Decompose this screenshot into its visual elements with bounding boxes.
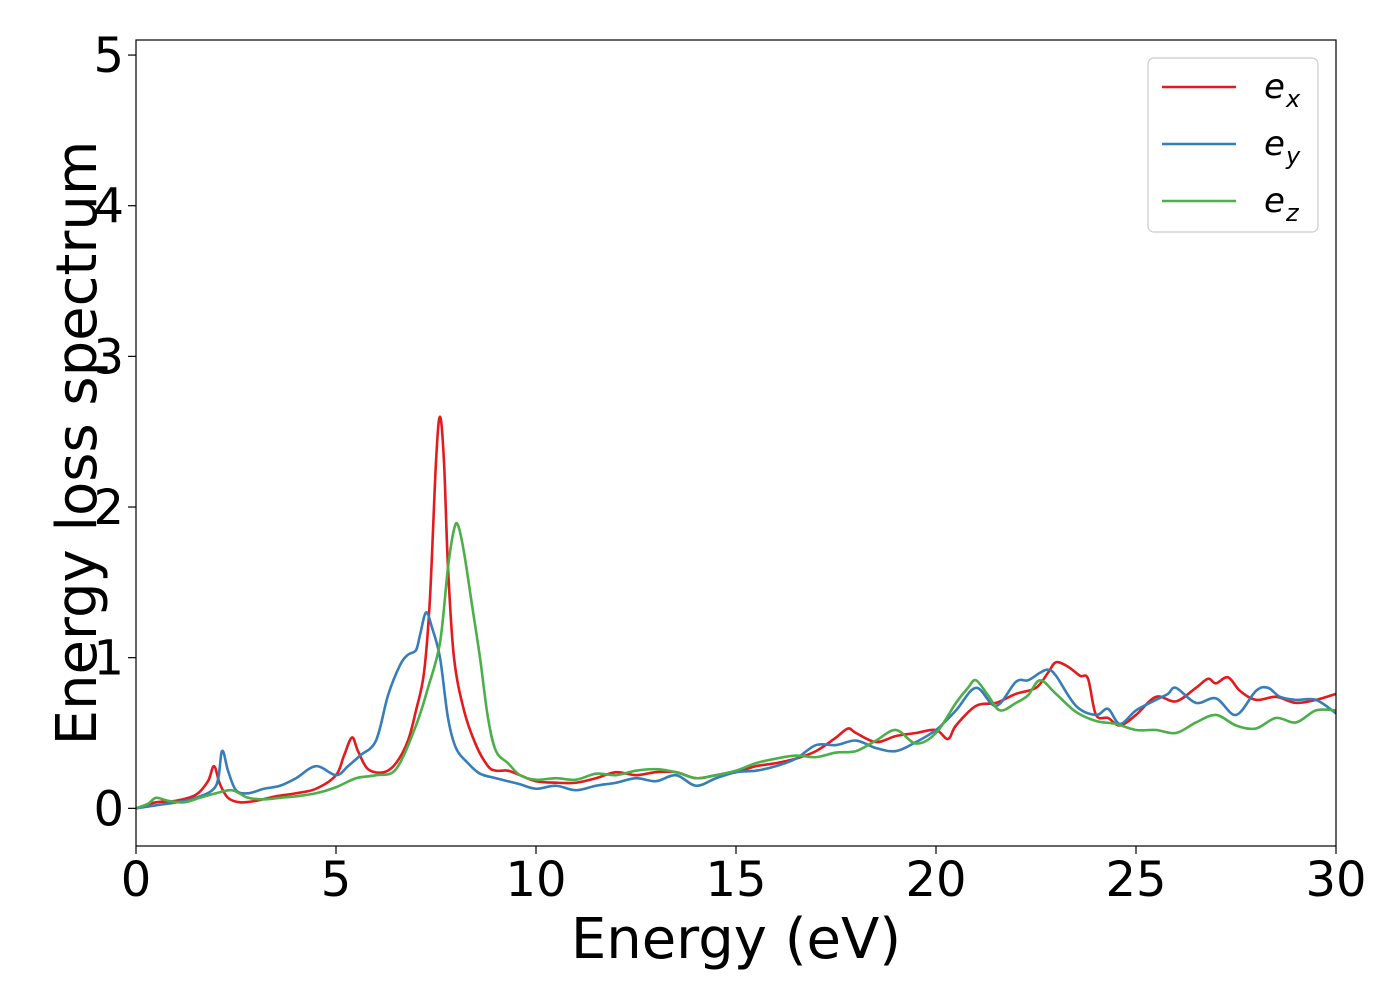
x-tick-label: 10 (505, 852, 566, 908)
y-tick-label: 0 (93, 781, 124, 837)
series-line-y (135, 611, 1337, 810)
series-line-x (135, 415, 1337, 810)
legend-label-x: e (1264, 67, 1285, 107)
series-line-z (135, 521, 1337, 810)
y-tick-label: 3 (93, 329, 124, 385)
legend-label-y: e (1264, 124, 1285, 164)
x-tick-label: 15 (705, 852, 766, 908)
y-axis-label: Energy loss spectrum (45, 141, 110, 746)
legend-subscript-z: z (1285, 199, 1300, 227)
x-axis-ticks: 0 5 10 15 20 25 30 (121, 846, 1367, 908)
y-tick-label: 2 (93, 480, 124, 536)
y-tick-label: 4 (93, 179, 124, 235)
legend-subscript-x: x (1285, 85, 1301, 113)
legend-label-z: e (1264, 181, 1285, 221)
legend: e xe ye z (1147, 57, 1319, 233)
x-tick-label: 0 (121, 852, 152, 908)
x-tick-label: 25 (1105, 852, 1166, 908)
y-tick-label: 1 (93, 631, 124, 687)
x-tick-label: 30 (1305, 852, 1366, 908)
series-layer (135, 415, 1337, 810)
x-tick-label: 5 (321, 852, 352, 908)
legend-subscript-y: y (1285, 142, 1301, 170)
x-tick-label: 20 (905, 852, 966, 908)
y-axis-ticks: 0 1 2 3 4 5 (93, 28, 136, 837)
y-tick-label: 5 (93, 28, 124, 84)
x-axis-label: Energy (eV) (571, 907, 901, 972)
